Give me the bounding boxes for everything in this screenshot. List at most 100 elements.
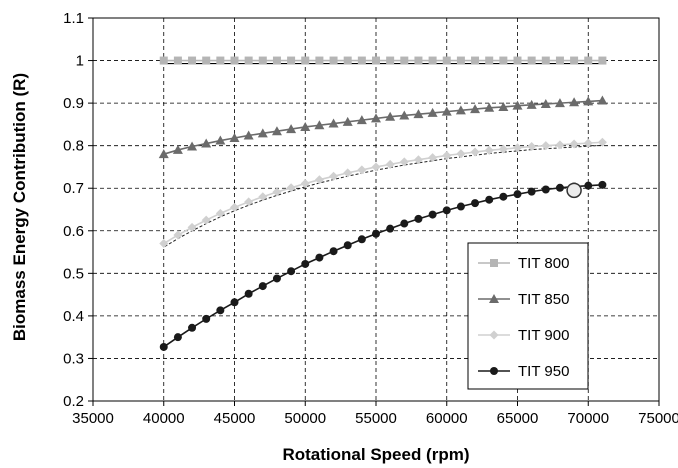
x-tick-label: 50000	[284, 410, 326, 427]
legend-marker	[489, 294, 499, 303]
legend-label: TIT 900	[518, 327, 569, 344]
legend: TIT 800 TIT 850 TIT 900 TIT 950	[467, 242, 589, 390]
data-point	[527, 142, 537, 152]
data-point	[343, 56, 352, 65]
data-point	[201, 138, 212, 148]
data-point	[229, 133, 240, 143]
data-point	[555, 183, 564, 192]
data-point	[258, 56, 267, 65]
data-point	[158, 149, 169, 159]
data-point	[173, 333, 182, 342]
data-point	[315, 56, 324, 65]
data-point	[399, 110, 410, 120]
data-point	[342, 116, 353, 126]
x-tick-label: 45000	[214, 410, 256, 427]
data-point	[244, 197, 254, 207]
y-tick-label: 0.4	[63, 308, 84, 325]
data-point	[287, 267, 296, 276]
data-point	[456, 149, 466, 159]
data-point	[385, 111, 396, 121]
data-point	[230, 298, 239, 307]
legend-marker	[490, 259, 498, 267]
data-point	[428, 210, 437, 219]
series-tit-950	[159, 180, 607, 351]
series-tit-850	[158, 95, 608, 159]
data-point	[470, 104, 481, 114]
data-point	[597, 95, 608, 105]
data-point	[216, 56, 225, 65]
data-point	[485, 56, 494, 65]
x-tick-label: 55000	[355, 410, 397, 427]
data-point	[400, 219, 409, 228]
data-point	[371, 162, 381, 172]
data-point	[470, 147, 480, 157]
data-point	[202, 56, 211, 65]
data-point	[442, 206, 451, 215]
data-point	[159, 342, 168, 351]
data-point	[372, 56, 380, 65]
data-point	[357, 165, 367, 175]
data-point	[455, 105, 466, 115]
data-point	[301, 259, 310, 268]
data-point	[541, 185, 550, 194]
data-point	[385, 159, 395, 169]
data-point	[187, 141, 198, 151]
data-point	[485, 195, 494, 204]
data-point	[357, 56, 366, 65]
data-point	[400, 56, 409, 65]
data-point	[216, 306, 225, 315]
data-point	[569, 139, 579, 149]
y-tick-label: 0.9	[63, 95, 84, 112]
y-tick-label: 0.8	[63, 138, 84, 155]
y-tick-label: 0.2	[63, 393, 84, 410]
data-point	[442, 150, 452, 160]
data-point	[244, 289, 253, 298]
data-point	[484, 102, 495, 112]
data-point	[456, 202, 465, 211]
y-tick-label: 0.5	[63, 265, 84, 282]
data-point	[499, 192, 508, 201]
data-point	[471, 199, 480, 208]
data-point	[498, 144, 508, 154]
data-point	[386, 56, 395, 65]
data-point	[287, 56, 296, 65]
data-point	[201, 215, 211, 225]
data-point	[540, 98, 551, 108]
y-axis-title: Biomass Energy Contribution (R)	[10, 73, 29, 341]
y-tick-label: 0.7	[63, 180, 84, 197]
data-point	[541, 56, 550, 65]
series-layer	[158, 56, 608, 351]
data-point	[584, 56, 593, 65]
data-point	[526, 99, 537, 109]
data-point	[583, 138, 593, 148]
data-point	[512, 100, 523, 110]
data-point	[188, 323, 197, 332]
legend-item: TIT 850	[478, 291, 569, 308]
data-point	[569, 97, 580, 107]
data-point	[399, 157, 409, 167]
legend-marker	[490, 367, 498, 375]
x-tick-label: 60000	[426, 410, 468, 427]
data-point	[230, 56, 239, 65]
legend-marker	[489, 330, 499, 340]
data-point	[315, 253, 324, 262]
data-point	[554, 98, 565, 108]
legend-item: TIT 900	[478, 327, 569, 344]
x-tick-label: 70000	[567, 410, 609, 427]
data-point	[244, 56, 253, 65]
data-point	[343, 241, 352, 250]
data-point	[258, 282, 267, 291]
y-tick-label: 1.1	[63, 10, 84, 27]
data-point	[159, 239, 169, 249]
data-point	[329, 171, 339, 181]
data-point	[371, 113, 381, 123]
data-point	[300, 121, 311, 131]
data-point	[243, 130, 254, 140]
series-tit-800	[159, 56, 607, 65]
legend-box	[467, 242, 589, 390]
y-tick-label: 0.3	[63, 350, 84, 367]
data-point	[328, 118, 339, 128]
data-point	[286, 124, 297, 134]
data-point	[372, 229, 380, 238]
